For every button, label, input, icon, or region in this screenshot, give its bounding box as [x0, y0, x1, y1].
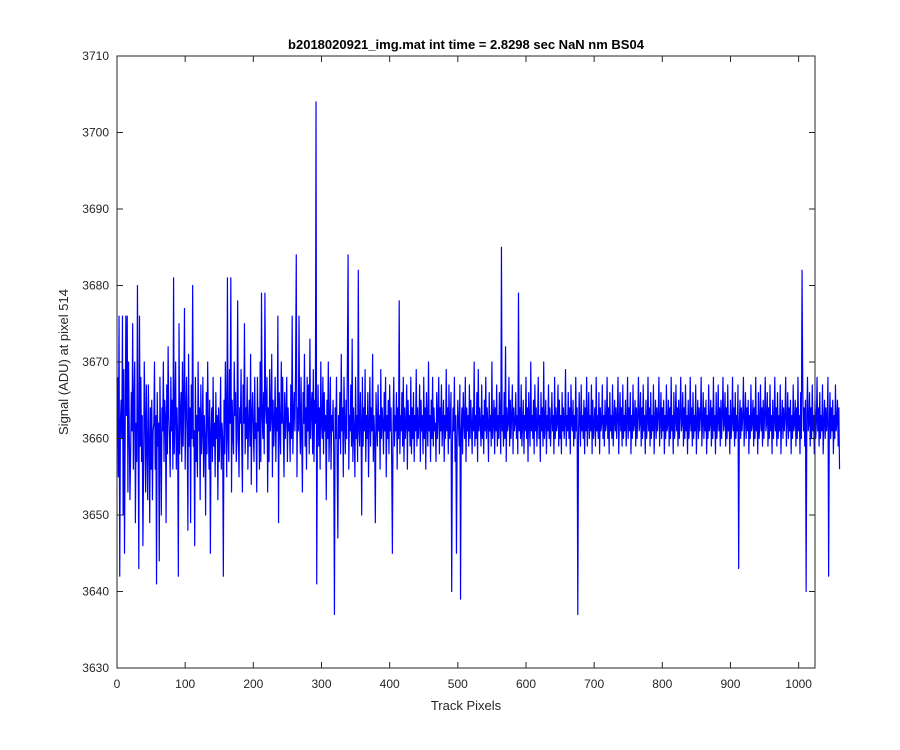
y-axis-label: Signal (ADU) at pixel 514	[56, 289, 71, 435]
series-layer	[117, 101, 841, 616]
x-tick-label: 200	[243, 677, 263, 691]
y-axis: 3630 3640 3650 3660 3670 3680 3690 3700 3710	[82, 49, 815, 675]
y-tick-label: 3670	[82, 355, 109, 369]
y-tick-label: 3630	[82, 661, 109, 675]
y-tick-label: 3650	[82, 508, 109, 522]
y-tick-label: 3710	[82, 49, 109, 63]
y-tick-label: 3680	[82, 279, 109, 293]
x-tick-label: 900	[720, 677, 740, 691]
chart-title: b2018020921_img.mat int time = 2.8298 se…	[288, 37, 645, 52]
x-tick-label: 600	[516, 677, 536, 691]
x-tick-label: 500	[448, 677, 468, 691]
x-tick-label: 1000	[785, 677, 812, 691]
x-axis: 0 100 200 300 400 500 600 700 800 900 1000	[114, 56, 812, 691]
x-tick-label: 400	[380, 677, 400, 691]
x-tick-label: 300	[311, 677, 331, 691]
x-tick-label: 100	[175, 677, 195, 691]
y-tick-label: 3660	[82, 432, 109, 446]
x-axis-label: Track Pixels	[431, 698, 502, 713]
x-tick-label: 800	[652, 677, 672, 691]
plot-area	[117, 56, 815, 668]
x-tick-label: 0	[114, 677, 121, 691]
y-tick-label: 3640	[82, 585, 109, 599]
y-tick-label: 3700	[82, 126, 109, 140]
series-line-0	[117, 101, 841, 616]
y-tick-label: 3690	[82, 202, 109, 216]
x-tick-label: 700	[584, 677, 604, 691]
